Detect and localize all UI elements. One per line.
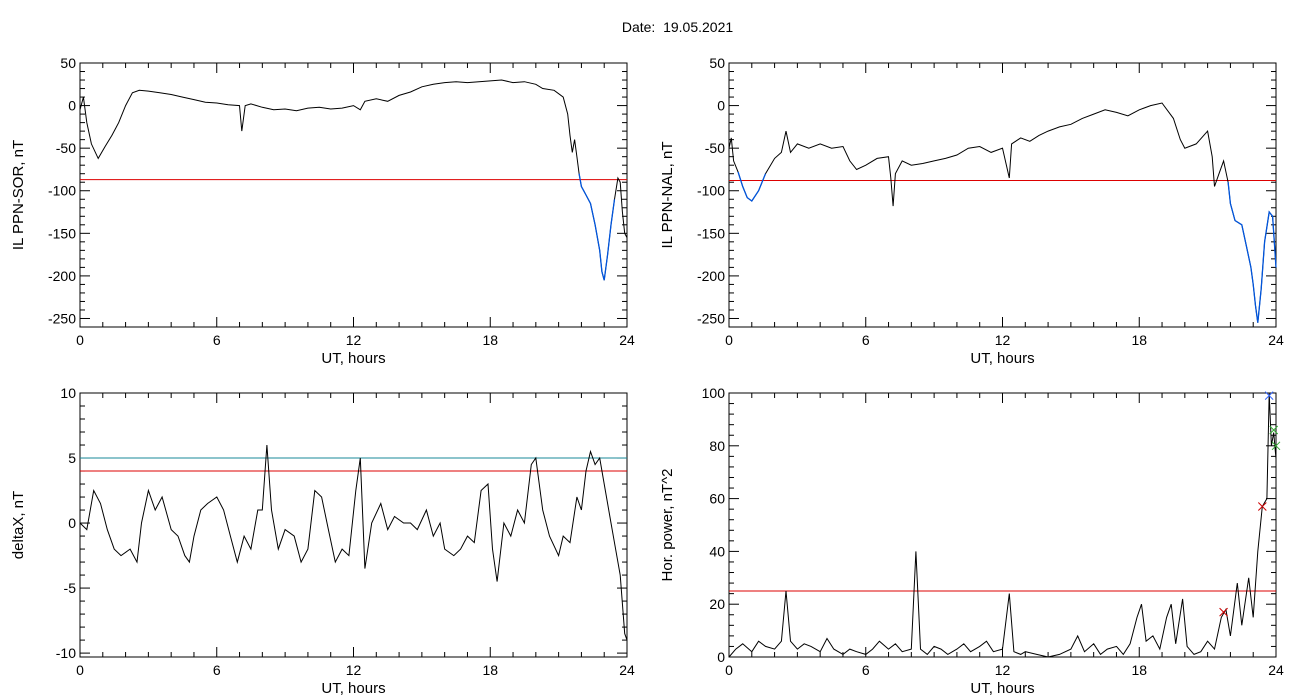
plot-frame: [79, 392, 628, 658]
point-marker: [1271, 441, 1281, 451]
y-tick-label: 60: [709, 491, 725, 507]
data-series-line: [728, 102, 1277, 323]
y-tick-label: 50: [709, 55, 725, 71]
x-tick-label: 24: [1268, 332, 1284, 348]
figure-title: Date: 19.05.2021: [0, 19, 1300, 35]
y-tick-label: -50: [705, 140, 725, 156]
y-tick-label: -200: [48, 268, 76, 284]
point-marker: [1264, 391, 1274, 400]
y-tick-label: 0: [68, 98, 76, 114]
chart-panel-nal: 0 6 12 18 24 50 0 -50 -100 -150 -200 -250 UT, hours I…: [659, 55, 1284, 367]
y-tick-label: 0: [68, 515, 76, 531]
chart-panel-power: 0 6 12 18 24 100 80 60 40 20 0 UT, hours Hor. power,…: [659, 385, 1284, 697]
y-tick-label: 0: [717, 649, 725, 665]
x-axis-title: UT, hours: [321, 350, 385, 367]
point-marker: [1219, 607, 1228, 617]
x-tick-label: 6: [213, 662, 221, 678]
x-tick-label: 0: [725, 662, 733, 678]
highlighted-segment: [737, 171, 767, 202]
y-axis-title: Hor. power, nT^2: [659, 469, 676, 582]
y-tick-label: 50: [60, 55, 76, 71]
x-tick-label: 18: [482, 332, 498, 348]
date-label: Date:: [621, 19, 656, 35]
x-axis-title: UT, hours: [321, 680, 385, 697]
y-tick-label: -250: [697, 310, 725, 326]
highlighted-segment: [578, 173, 616, 281]
x-tick-label: 12: [995, 662, 1011, 678]
y-tick-label: -100: [48, 183, 76, 199]
x-tick-label: 0: [725, 332, 733, 348]
y-tick-label: 20: [709, 596, 725, 612]
x-tick-label: 18: [1131, 332, 1147, 348]
x-tick-label: 12: [346, 662, 362, 678]
plot-frame: [728, 62, 1277, 328]
date-value: 19.05.2021: [663, 19, 734, 35]
y-tick-label: 80: [709, 438, 725, 454]
x-tick-label: 24: [1268, 662, 1284, 678]
y-tick-label: -250: [48, 310, 76, 326]
point-marker: [1257, 502, 1267, 511]
x-tick-label: 18: [1131, 662, 1147, 678]
y-tick-label: 0: [717, 98, 725, 114]
y-axis-title: deltaX, nT: [10, 491, 27, 559]
point-marker: [1269, 425, 1279, 435]
y-tick-label: -5: [64, 580, 77, 596]
y-tick-label: 100: [702, 385, 726, 401]
chart-panel-deltax: 0 6 12 18 24 10 5 0 -5 -10 UT, hours deltaX, nT: [10, 385, 635, 697]
y-axis-title: IL PPN-NAL, nT: [659, 142, 676, 249]
y-tick-label: 40: [709, 543, 725, 559]
x-axis-title: UT, hours: [970, 350, 1034, 367]
x-tick-label: 6: [862, 662, 870, 678]
y-axis-title: IL PPN-SOR, nT: [10, 140, 27, 250]
plot-frame: [728, 392, 1277, 658]
x-tick-label: 0: [76, 662, 84, 678]
x-tick-label: 24: [619, 662, 635, 678]
plot-frame: [79, 62, 628, 328]
x-tick-label: 6: [862, 332, 870, 348]
y-tick-label: -100: [697, 183, 725, 199]
y-tick-label: -200: [697, 268, 725, 284]
highlighted-segment: [1227, 182, 1277, 323]
x-tick-label: 12: [995, 332, 1011, 348]
x-tick-label: 6: [213, 332, 221, 348]
y-tick-label: -10: [56, 645, 76, 661]
x-tick-label: 12: [346, 332, 362, 348]
data-series-line: [728, 392, 1277, 658]
y-tick-label: 10: [60, 385, 76, 401]
y-tick-label: 5: [68, 450, 76, 466]
y-tick-label: -50: [56, 140, 76, 156]
chart-panel-sor: 0 6 12 18 24 50 0 -50 -100 -150 -200 -250 UT, hours I…: [10, 55, 635, 367]
data-series-line: [79, 444, 628, 641]
y-tick-label: -150: [48, 225, 76, 241]
x-tick-label: 18: [482, 662, 498, 678]
x-tick-label: 24: [619, 332, 635, 348]
y-tick-label: -150: [697, 225, 725, 241]
x-tick-label: 0: [76, 332, 84, 348]
x-axis-title: UT, hours: [970, 680, 1034, 697]
